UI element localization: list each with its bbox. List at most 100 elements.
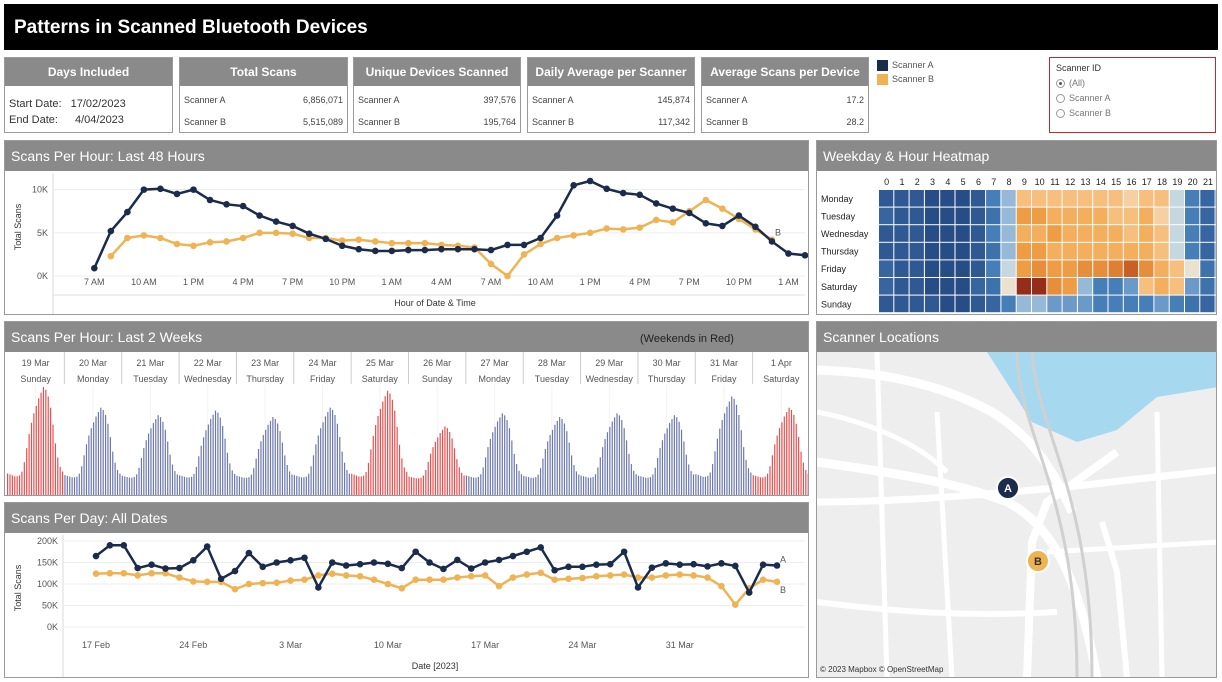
hourly-bar bbox=[704, 476, 707, 495]
hourly-bar bbox=[743, 447, 745, 495]
data-point bbox=[551, 576, 558, 583]
hourly-bar bbox=[219, 417, 221, 495]
heatmap-cell bbox=[1077, 190, 1093, 207]
hourly-bar bbox=[274, 418, 276, 495]
scanner-b-marker[interactable] bbox=[1026, 549, 1050, 573]
filter-option-all[interactable]: (All) bbox=[1056, 77, 1209, 92]
heatmap-cell bbox=[1062, 190, 1077, 207]
hourly-bar bbox=[461, 472, 463, 495]
hourly-bar bbox=[200, 445, 202, 495]
data-point bbox=[189, 557, 197, 564]
data-point bbox=[652, 216, 660, 224]
legend-item-b[interactable]: Scanner B bbox=[877, 73, 934, 87]
heatmap-cell bbox=[1200, 190, 1215, 207]
heatmap-cell bbox=[1185, 295, 1200, 313]
day-name-label: Saturday bbox=[763, 374, 800, 384]
hourly-bar bbox=[18, 475, 21, 495]
hourly-bar bbox=[731, 396, 733, 495]
hourly-bar bbox=[616, 413, 618, 495]
heatmap-cell bbox=[1062, 278, 1077, 295]
heatmap-hour-label: 1 bbox=[899, 177, 904, 187]
day-name-label: Tuesday bbox=[133, 374, 168, 384]
kpi-total-row-b: Scanner B 5,515,089 bbox=[184, 117, 343, 127]
hourly-bar bbox=[28, 433, 30, 495]
data-point bbox=[239, 202, 247, 210]
data-point bbox=[148, 561, 155, 568]
hourly-bar bbox=[73, 477, 76, 495]
data-point bbox=[471, 245, 478, 253]
heatmap-cell bbox=[1108, 242, 1123, 260]
legend-item-a[interactable]: Scanner A bbox=[877, 59, 934, 73]
hourly-bar bbox=[226, 452, 229, 495]
hourly-bar bbox=[202, 437, 205, 495]
heatmap-cell bbox=[1047, 225, 1062, 242]
hourly-bar bbox=[124, 476, 126, 495]
hourly-bar bbox=[427, 461, 429, 495]
hourly-bar bbox=[649, 477, 652, 495]
hourly-bar bbox=[358, 476, 360, 495]
filter-option-scanner-a[interactable]: Scanner A bbox=[1056, 92, 1209, 107]
hourly-bar bbox=[702, 476, 704, 495]
heatmap-hour-label: 8 bbox=[1007, 177, 1012, 187]
hourly-bar bbox=[523, 475, 525, 495]
data-point bbox=[134, 572, 141, 579]
map-road bbox=[874, 352, 890, 677]
heatmap-cell bbox=[1200, 295, 1215, 313]
hourly-bar bbox=[7, 473, 9, 495]
y-tick-label: 150K bbox=[37, 558, 58, 568]
x-tick-label: 17 Feb bbox=[82, 640, 110, 650]
data-point bbox=[342, 562, 350, 569]
hourly-bar bbox=[71, 477, 73, 495]
filter-option-scanner-b[interactable]: Scanner B bbox=[1056, 107, 1209, 122]
hourly-bar bbox=[755, 475, 757, 495]
kpi-daily-row-a: Scanner A 145,874 bbox=[532, 95, 690, 105]
hourly-bar bbox=[556, 420, 558, 495]
data-point bbox=[106, 569, 114, 577]
data-point bbox=[523, 571, 531, 578]
hourly-bar bbox=[90, 428, 92, 495]
data-point bbox=[190, 242, 197, 250]
day-date-label: 29 Mar bbox=[595, 358, 623, 368]
rail-line bbox=[1015, 352, 1079, 677]
data-point bbox=[662, 560, 670, 567]
heatmap-hour-label: 6 bbox=[976, 177, 981, 187]
heatmap-cell bbox=[955, 207, 970, 225]
kpi-days-header: Days Included bbox=[5, 58, 172, 86]
data-point bbox=[206, 196, 214, 204]
data-point bbox=[509, 574, 517, 581]
heatmap-cell bbox=[1093, 260, 1108, 277]
kpi-unique-devices: Unique Devices Scanned Scanner A 397,576 … bbox=[353, 57, 521, 133]
hourly-bar bbox=[733, 398, 735, 495]
data-point bbox=[579, 574, 586, 582]
heatmap-cell bbox=[1185, 190, 1200, 207]
hourly-bar bbox=[599, 457, 601, 495]
data-point bbox=[259, 563, 267, 571]
scanner-map[interactable]: A B bbox=[817, 352, 1217, 678]
data-point bbox=[162, 569, 169, 577]
heatmap-cell bbox=[1093, 190, 1108, 207]
x-tick-label: 7 PM bbox=[679, 277, 700, 287]
hourly-bar bbox=[700, 475, 702, 495]
hourly-bar bbox=[673, 415, 675, 495]
hourly-bar bbox=[121, 475, 123, 495]
scanner-a-marker[interactable] bbox=[996, 476, 1020, 500]
hourly-bar bbox=[566, 431, 568, 495]
heatmap-cell bbox=[909, 207, 924, 225]
heatmap-cell bbox=[1093, 242, 1108, 260]
heatmap-cell bbox=[1185, 225, 1200, 242]
data-point bbox=[356, 560, 364, 568]
hourly-bar bbox=[16, 476, 18, 495]
data-point bbox=[289, 230, 296, 237]
hourly-bar bbox=[23, 462, 25, 495]
heatmap-cell bbox=[986, 278, 1001, 295]
hourly-bar bbox=[695, 474, 697, 495]
heatmap-cell bbox=[940, 207, 955, 225]
hourly-bar bbox=[222, 425, 224, 495]
hourly-bar bbox=[164, 429, 166, 495]
data-point bbox=[217, 575, 225, 583]
hourly-bar bbox=[348, 473, 350, 495]
heatmap-cell bbox=[909, 260, 924, 277]
hourly-bar bbox=[504, 415, 506, 495]
hourly-bar bbox=[54, 443, 56, 495]
heatmap-cell bbox=[955, 260, 970, 277]
